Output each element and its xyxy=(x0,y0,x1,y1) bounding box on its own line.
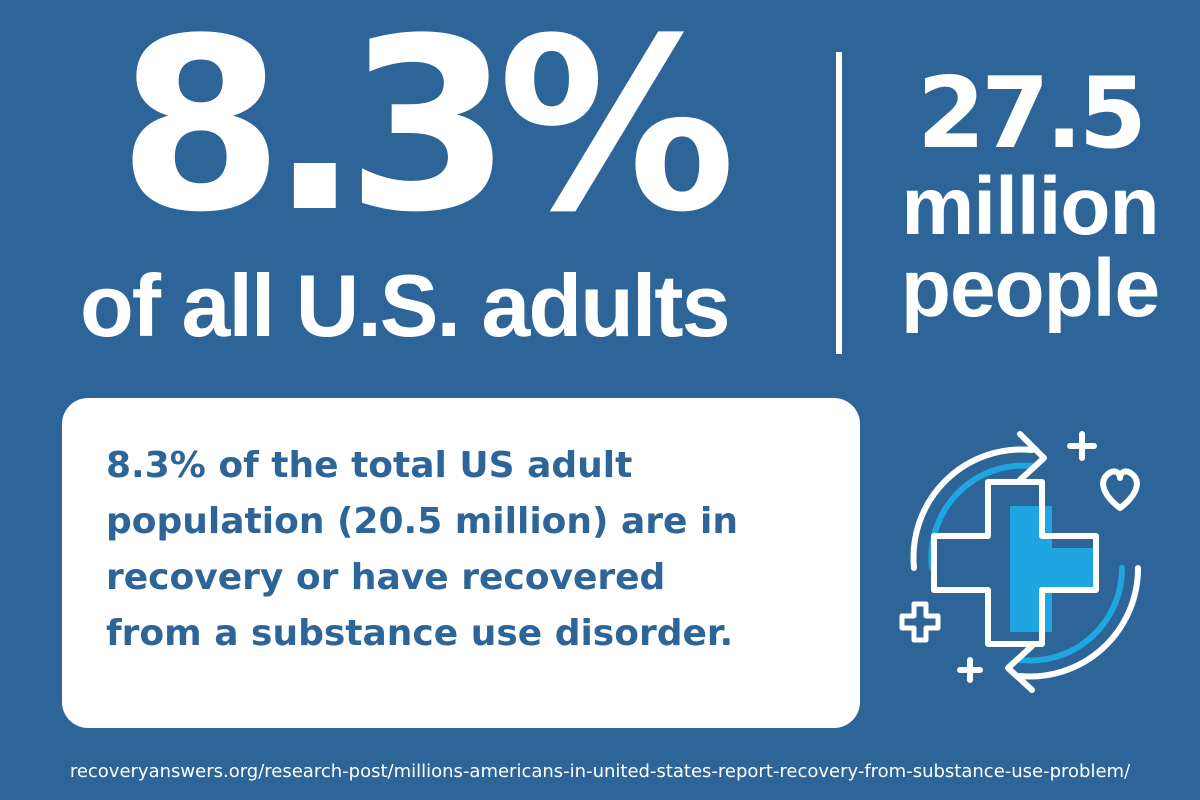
people-stat-label: people xyxy=(900,243,1160,334)
people-stat-number: 27.5 xyxy=(917,57,1147,171)
arrow-arc-bottom-outer xyxy=(1017,565,1142,680)
big-stat-caption: of all U.S. adults xyxy=(80,256,731,355)
people-stat: 27.5 million people xyxy=(880,62,1180,330)
description-line-3: recovery or have recovered xyxy=(106,557,666,598)
source-url: recoveryanswers.org/research-post/millio… xyxy=(69,761,1131,782)
main-cross-outline xyxy=(931,479,1099,647)
arrow-head-top xyxy=(1017,431,1047,483)
outlined-plus-icon xyxy=(899,601,941,643)
people-stat-unit: million xyxy=(901,161,1159,252)
arrow-arc-top-outer xyxy=(910,446,1035,571)
description-line-4: from a substance use disorder. xyxy=(106,613,734,654)
main-cross-accent xyxy=(1010,506,1094,632)
small-plus-top xyxy=(1067,431,1097,461)
description-line-1: 8.3% of the total US adult xyxy=(106,445,633,486)
heart-icon xyxy=(1100,468,1140,511)
medical-cross-recovery-icon xyxy=(892,418,1162,700)
description-text: 8.3% of the total US adult population (2… xyxy=(106,438,840,662)
small-plus-bottom xyxy=(957,657,983,683)
vertical-divider xyxy=(836,52,842,354)
big-percent-stat: 8.3% xyxy=(118,0,736,265)
arrow-arc-bottom-inner xyxy=(1017,565,1126,664)
arrow-head-bottom xyxy=(1005,643,1035,693)
description-card: 8.3% of the total US adult population (2… xyxy=(62,398,860,728)
description-line-2: population (20.5 million) are in xyxy=(106,501,738,542)
